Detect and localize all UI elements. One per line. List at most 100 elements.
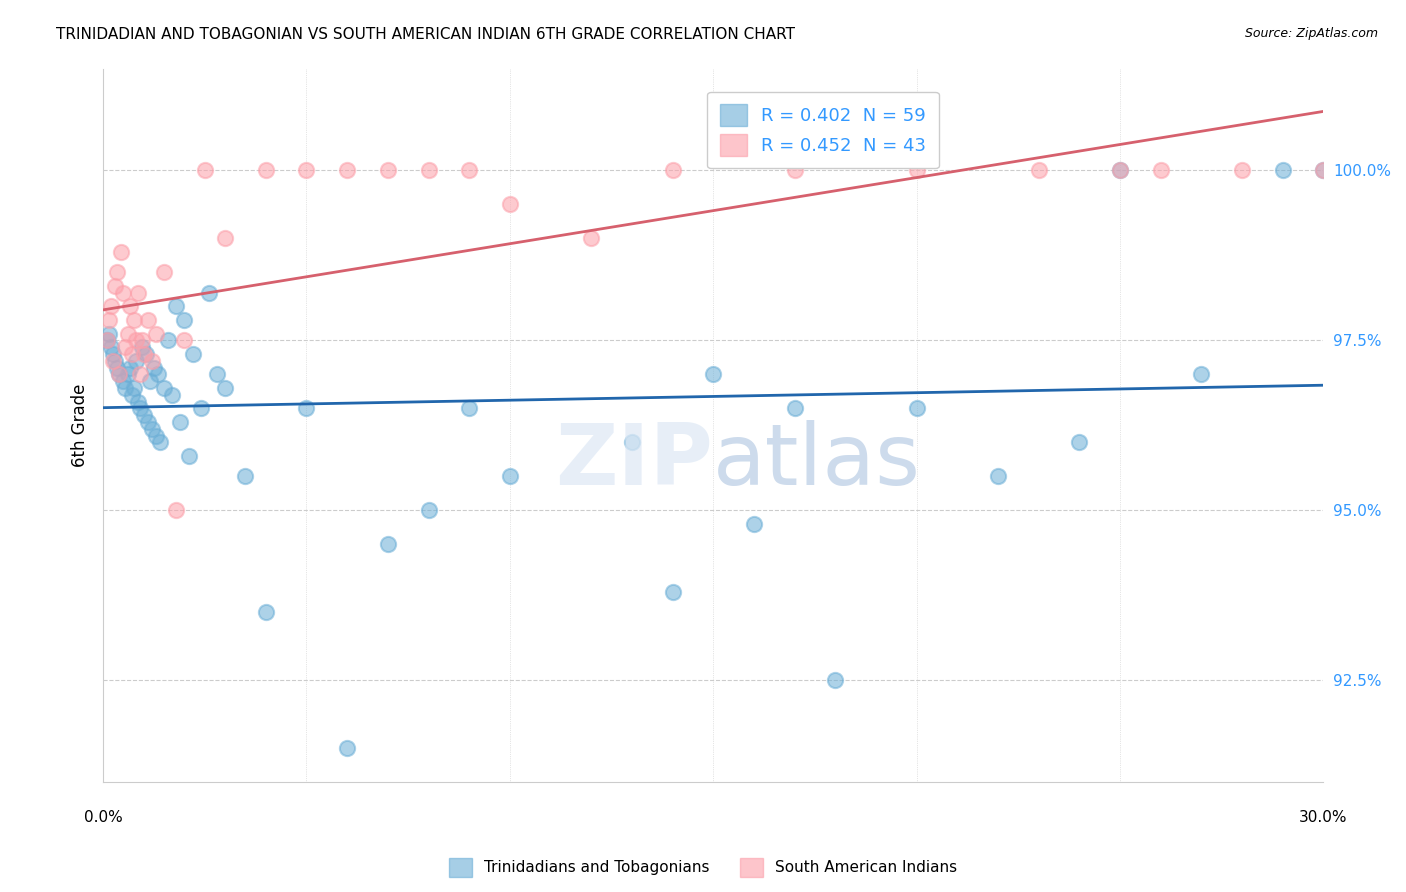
Point xyxy=(136,415,159,429)
Point xyxy=(214,381,236,395)
Text: Source: ZipAtlas.com: Source: ZipAtlas.com xyxy=(1244,27,1378,40)
Point xyxy=(132,408,155,422)
Point xyxy=(141,422,163,436)
Point xyxy=(146,368,169,382)
Point xyxy=(118,360,141,375)
Legend: Trinidadians and Tobagonians, South American Indians: Trinidadians and Tobagonians, South Amer… xyxy=(441,850,965,884)
Point xyxy=(702,368,724,382)
Point xyxy=(177,449,200,463)
Point xyxy=(165,300,187,314)
Text: TRINIDADIAN AND TOBAGONIAN VS SOUTH AMERICAN INDIAN 6TH GRADE CORRELATION CHART: TRINIDADIAN AND TOBAGONIAN VS SOUTH AMER… xyxy=(56,27,796,42)
Point xyxy=(1312,163,1334,178)
Point xyxy=(165,503,187,517)
Point xyxy=(1109,163,1132,178)
Point xyxy=(458,401,481,416)
Point xyxy=(173,313,195,327)
Point xyxy=(104,279,127,293)
Point xyxy=(114,340,136,354)
Point xyxy=(128,368,150,382)
Point xyxy=(103,354,125,368)
Point xyxy=(121,388,143,402)
Point xyxy=(295,163,318,178)
Point xyxy=(1149,163,1171,178)
Point xyxy=(190,401,212,416)
Point xyxy=(122,313,145,327)
Point xyxy=(661,585,683,599)
Y-axis label: 6th Grade: 6th Grade xyxy=(72,384,89,467)
Point xyxy=(136,313,159,327)
Point xyxy=(1189,368,1212,382)
Point xyxy=(418,503,440,517)
Point xyxy=(153,381,176,395)
Point xyxy=(579,231,602,245)
Point xyxy=(1230,163,1253,178)
Point xyxy=(194,163,217,178)
Point xyxy=(128,401,150,416)
Point xyxy=(661,163,683,178)
Point xyxy=(98,313,121,327)
Point xyxy=(112,374,135,388)
Point xyxy=(124,334,146,348)
Point xyxy=(145,326,167,341)
Point xyxy=(254,606,277,620)
Point xyxy=(905,401,928,416)
Point xyxy=(112,285,135,300)
Point xyxy=(377,537,399,551)
Point xyxy=(162,388,184,402)
Point xyxy=(905,163,928,178)
Point xyxy=(100,300,122,314)
Text: 30.0%: 30.0% xyxy=(1299,810,1347,824)
Point xyxy=(295,401,318,416)
Point xyxy=(139,374,162,388)
Point xyxy=(108,368,131,382)
Point xyxy=(198,285,221,300)
Point xyxy=(108,368,131,382)
Point xyxy=(499,469,522,483)
Point xyxy=(98,326,121,341)
Point xyxy=(783,163,806,178)
Point xyxy=(205,368,228,382)
Point xyxy=(124,354,146,368)
Point xyxy=(135,347,157,361)
Point xyxy=(1028,163,1050,178)
Point xyxy=(127,285,149,300)
Point xyxy=(235,469,257,483)
Point xyxy=(105,360,128,375)
Point xyxy=(157,334,180,348)
Point xyxy=(1109,163,1132,178)
Point xyxy=(117,326,139,341)
Point xyxy=(121,347,143,361)
Point xyxy=(153,265,176,279)
Point xyxy=(620,435,643,450)
Point xyxy=(104,354,127,368)
Point xyxy=(103,347,125,361)
Point xyxy=(141,354,163,368)
Point xyxy=(96,334,118,348)
Point xyxy=(418,163,440,178)
Point xyxy=(131,340,153,354)
Point xyxy=(105,265,128,279)
Point xyxy=(987,469,1010,483)
Point xyxy=(214,231,236,245)
Point xyxy=(110,245,132,260)
Point xyxy=(1271,163,1294,178)
Point xyxy=(96,334,118,348)
Point xyxy=(114,381,136,395)
Point xyxy=(131,334,153,348)
Point xyxy=(1069,435,1091,450)
Point xyxy=(132,347,155,361)
Point xyxy=(173,334,195,348)
Point xyxy=(742,516,765,531)
Point xyxy=(122,381,145,395)
Point xyxy=(127,394,149,409)
Point xyxy=(377,163,399,178)
Point xyxy=(145,428,167,442)
Point xyxy=(169,415,191,429)
Text: ZIP: ZIP xyxy=(555,419,713,502)
Point xyxy=(499,197,522,211)
Point xyxy=(149,435,172,450)
Point xyxy=(824,673,846,688)
Point xyxy=(336,741,359,756)
Point xyxy=(117,368,139,382)
Point xyxy=(458,163,481,178)
